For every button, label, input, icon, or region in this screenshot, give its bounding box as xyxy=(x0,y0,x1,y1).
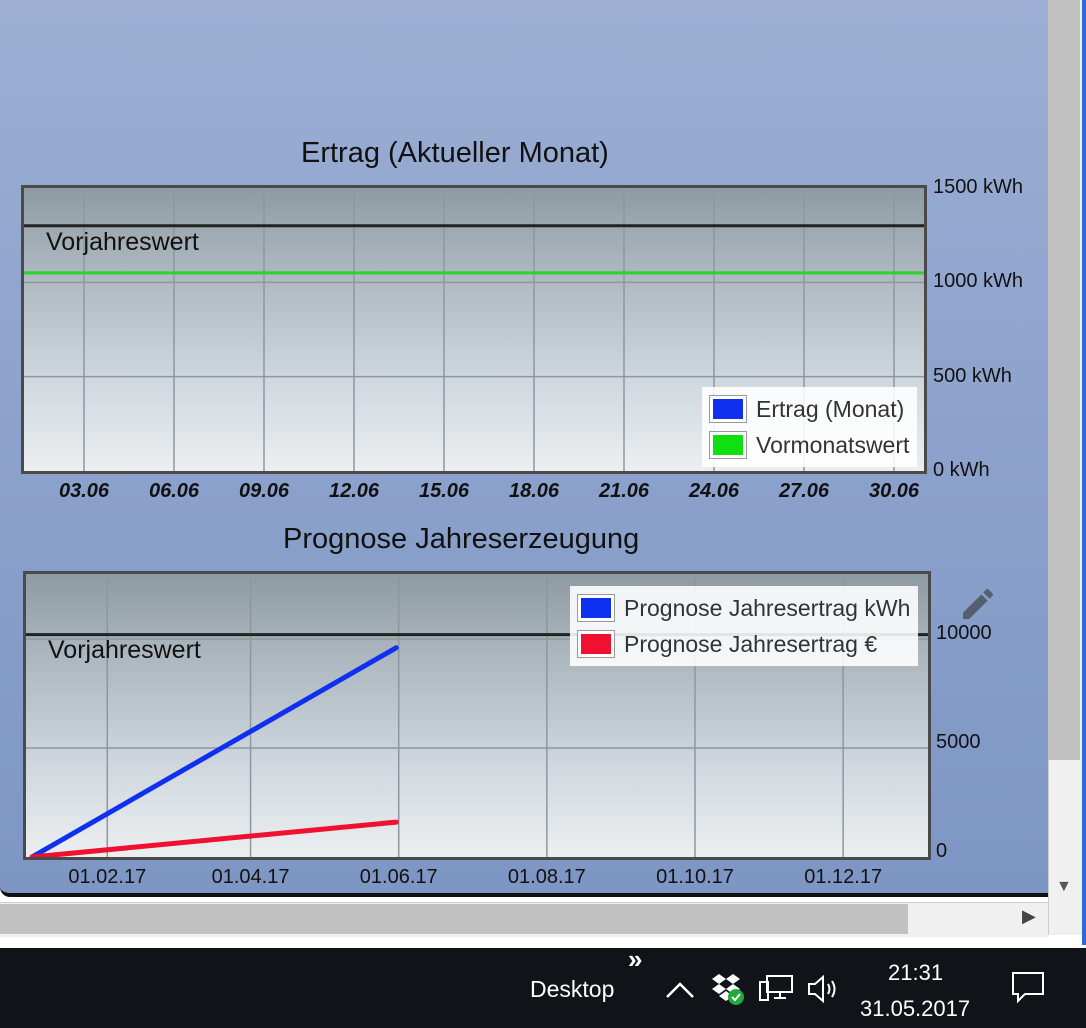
chart2-y-tick-label: 0 xyxy=(936,840,948,862)
chart1-title: Ertrag (Aktueller Monat) xyxy=(301,137,609,169)
clock-date[interactable]: 31.05.2017 xyxy=(860,996,971,1021)
legend-label: Vormonatswert xyxy=(756,431,910,458)
legend-swatch-blue xyxy=(577,594,615,622)
chart2-x-tick-label: 01.04.17 xyxy=(211,866,290,888)
chart1-x-tick-label: 30.06 xyxy=(868,480,920,502)
legend-swatch-red xyxy=(577,630,615,658)
chart1-x-tick-label: 27.06 xyxy=(778,480,830,502)
speaker-icon[interactable] xyxy=(806,974,842,1004)
clock-time[interactable]: 21:31 xyxy=(888,960,944,985)
scroll-down-arrow-icon[interactable]: ▼ xyxy=(1056,878,1072,895)
legend-item-ertrag-monat[interactable]: Ertrag (Monat) xyxy=(709,391,909,427)
legend-label: Prognose Jahresertrag kWh xyxy=(624,594,911,621)
chart1-legend: Ertrag (Monat) Vormonatswert xyxy=(702,387,918,467)
desktop-toolbar-label[interactable]: Desktop xyxy=(530,976,615,1002)
legend-item-prognose-euro[interactable]: Prognose Jahresertrag € xyxy=(577,626,910,662)
chart1-x-tick-label: 24.06 xyxy=(688,480,740,502)
chart1-x-tick-label: 12.06 xyxy=(328,480,380,502)
chart1-reference-label: Vorjahreswert xyxy=(46,228,199,256)
dropbox-icon[interactable] xyxy=(710,970,746,1006)
chart1-x-tick-label: 18.06 xyxy=(508,480,560,502)
chart1-x-tick-label: 06.06 xyxy=(148,480,200,502)
legend-label: Prognose Jahresertrag € xyxy=(624,630,878,657)
chart1-y-tick-label: 1500 kWh xyxy=(933,176,1024,198)
chart2-x-tick-label: 01.08.17 xyxy=(507,866,586,888)
chart2-x-tick-label: 01.10.17 xyxy=(656,866,734,888)
chart2-series-euro-line xyxy=(29,819,399,857)
notification-icon[interactable] xyxy=(1011,970,1045,1004)
chart1-y-tick-label: 1000 kWh xyxy=(933,270,1024,293)
chart2-plot-area: Vorjahreswert Prognose Jahresertrag kWh … xyxy=(23,571,931,860)
chart2-reference-label: Vorjahreswert xyxy=(48,636,201,664)
legend-label: Ertrag (Monat) xyxy=(756,395,905,422)
vertical-scrollbar-thumb[interactable] xyxy=(1048,0,1080,760)
desktop-toolbar-overflow-icon[interactable]: » xyxy=(628,944,643,974)
chart2-x-tick-label: 01.02.17 xyxy=(68,866,147,888)
chevron-up-icon[interactable] xyxy=(665,980,695,1000)
pencil-icon[interactable] xyxy=(958,584,998,624)
chart2-x-tick-label: 01.12.17 xyxy=(804,866,883,888)
chart1-y-tick-label: 0 kWh xyxy=(933,459,990,481)
chart1-plot-area: Vorjahreswert Ertrag (Monat) Vormonatswe… xyxy=(21,185,927,474)
window-edge xyxy=(1082,0,1086,945)
chart2-series-kwh-line xyxy=(29,645,399,857)
chart2-y-tick-label: 10000 xyxy=(936,622,992,644)
legend-swatch-green xyxy=(709,431,747,459)
chart1-x-tick-label: 15.06 xyxy=(418,480,470,502)
horizontal-scrollbar-thumb[interactable] xyxy=(0,904,908,934)
chart2-legend: Prognose Jahresertrag kWh Prognose Jahre… xyxy=(570,586,919,666)
chart1-y-tick-label: 500 kWh xyxy=(933,364,1012,387)
chart1-svg xyxy=(24,188,924,471)
chart2-title: Prognose Jahreserzeugung xyxy=(283,523,640,555)
legend-item-prognose-kwh[interactable]: Prognose Jahresertrag kWh xyxy=(577,590,911,626)
legend-swatch-blue xyxy=(709,395,747,423)
dashboard-panel: Ertrag (Aktueller Monat) Vorjahreswert E… xyxy=(0,0,1048,897)
chart1-x-tick-label: 09.06 xyxy=(238,480,290,502)
chart2-x-tick-label: 01.06.17 xyxy=(359,866,438,888)
chart1-x-tick-label: 21.06 xyxy=(598,480,650,502)
scroll-right-arrow-icon[interactable]: ▶ xyxy=(1022,906,1036,926)
legend-item-vormonatswert[interactable]: Vormonatswert xyxy=(709,427,910,463)
taskbar: » Desktop 21:31 31.05.2017 xyxy=(0,944,1086,1028)
chart1-x-tick-label: 03.06 xyxy=(58,480,110,502)
network-icon[interactable] xyxy=(758,974,794,1004)
chart2-y-tick-label: 5000 xyxy=(936,731,981,753)
